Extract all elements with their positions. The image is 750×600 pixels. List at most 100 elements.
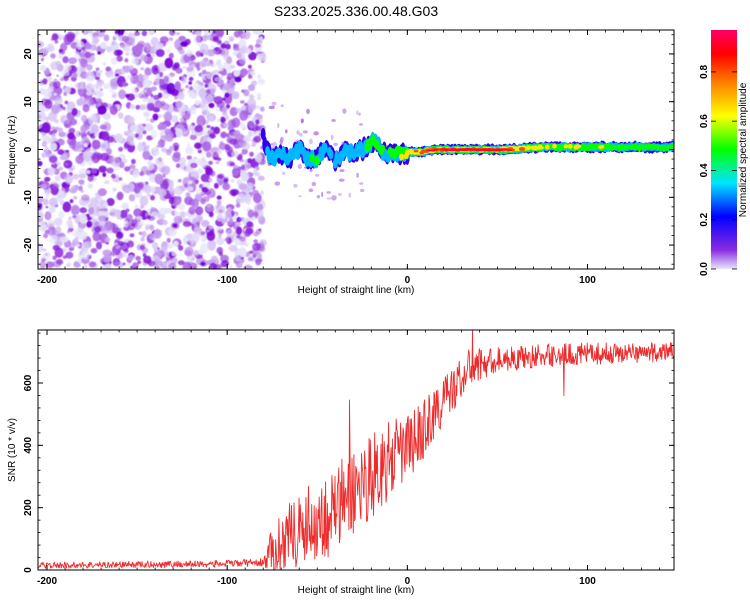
- noise-blob: [130, 73, 139, 85]
- noise-blob: [166, 48, 171, 53]
- noise-blob: [127, 116, 135, 125]
- noise-blob: [339, 169, 345, 172]
- noise-blob: [190, 162, 198, 169]
- noise-blob: [91, 139, 101, 150]
- noise-blob: [71, 185, 78, 194]
- noise-blob: [54, 217, 63, 226]
- noise-blob: [248, 51, 257, 61]
- noise-blob: [111, 173, 116, 179]
- noise-blob: [174, 81, 181, 90]
- noise-blob: [66, 33, 75, 43]
- noise-blob: [91, 91, 97, 96]
- noise-blob: [102, 172, 107, 177]
- noise-blob: [227, 220, 235, 227]
- noise-blob: [45, 192, 50, 199]
- noise-blob: [216, 195, 222, 200]
- noise-blob: [38, 54, 42, 58]
- noise-blob: [154, 151, 160, 155]
- noise-blob: [177, 203, 186, 210]
- noise-blob: [256, 114, 263, 120]
- noise-blob: [85, 147, 95, 157]
- noise-blob: [206, 62, 211, 67]
- noise-blob: [129, 233, 135, 238]
- noise-blob: [257, 175, 265, 181]
- noise-blob: [220, 116, 226, 124]
- noise-blob: [177, 179, 182, 183]
- noise-blob: [234, 76, 242, 83]
- noise-blob: [217, 229, 223, 234]
- noise-blob: [41, 258, 46, 262]
- noise-blob: [333, 142, 338, 147]
- noise-blob: [210, 88, 216, 94]
- noise-blob: [186, 66, 194, 72]
- noise-blob: [168, 52, 174, 59]
- noise-blob: [228, 131, 238, 141]
- noise-blob: [259, 36, 263, 41]
- noise-blob: [165, 149, 172, 156]
- noise-blob: [95, 241, 103, 250]
- noise-blob: [178, 107, 186, 116]
- noise-blob: [44, 252, 48, 257]
- noise-blob: [140, 90, 144, 95]
- noise-blob: [189, 176, 196, 182]
- noise-blob: [169, 37, 173, 41]
- noise-blob: [253, 168, 258, 174]
- colorbar-ticks: 0.0 0.2 0.4 0.6 0.8: [699, 64, 737, 276]
- noise-blob: [133, 185, 141, 194]
- noise-blob: [80, 189, 85, 193]
- noise-blob: [238, 30, 244, 34]
- noise-blob: [50, 61, 59, 71]
- noise-blob: [74, 236, 79, 240]
- noise-blob: [47, 226, 56, 237]
- noise-blob: [61, 70, 70, 77]
- noise-blob: [148, 30, 156, 36]
- noise-blob: [163, 75, 169, 83]
- noise-blob: [252, 30, 262, 35]
- noise-blob: [251, 80, 258, 86]
- noise-blob: [239, 259, 245, 264]
- noise-blob: [78, 230, 88, 241]
- noise-blob: [134, 92, 143, 99]
- noise-blob: [146, 193, 152, 198]
- noise-blob: [120, 44, 125, 48]
- noise-blob: [195, 51, 201, 57]
- noise-blob: [106, 148, 112, 155]
- noise-blob: [175, 100, 183, 108]
- noise-blob: [186, 155, 192, 160]
- noise-blob: [91, 168, 97, 174]
- noise-blob: [168, 197, 176, 205]
- noise-blob: [174, 96, 179, 100]
- noise-blob: [178, 35, 186, 42]
- signal-cell: [413, 149, 419, 153]
- noise-blob: [356, 172, 359, 178]
- noise-blob: [166, 243, 174, 249]
- noise-blob: [72, 215, 77, 219]
- noise-blob: [65, 222, 69, 225]
- noise-blob: [158, 157, 163, 162]
- snr-ylabel: SNR (10 * v/v): [7, 418, 18, 482]
- noise-blob: [177, 217, 183, 224]
- noise-blob: [164, 57, 174, 69]
- noise-blob: [309, 138, 313, 145]
- noise-blob: [137, 260, 142, 264]
- snr-frame: [37, 329, 675, 571]
- noise-blob: [56, 258, 64, 265]
- noise-blob: [162, 173, 166, 178]
- noise-blob: [85, 170, 91, 174]
- noise-blob: [92, 35, 100, 45]
- noise-blob: [240, 100, 245, 104]
- signal-ridge: [260, 128, 674, 172]
- noise-blob: [104, 211, 109, 218]
- noise-blob: [118, 112, 124, 119]
- noise-blob: [69, 242, 76, 249]
- noise-blob: [86, 90, 93, 96]
- noise-blob: [237, 166, 242, 171]
- noise-blob: [247, 98, 257, 110]
- noise-blob: [207, 115, 215, 122]
- noise-blob: [38, 242, 44, 253]
- noise-blob: [135, 104, 141, 110]
- noise-blob: [232, 169, 240, 177]
- noise-blob: [228, 245, 238, 252]
- noise-blob: [208, 177, 213, 183]
